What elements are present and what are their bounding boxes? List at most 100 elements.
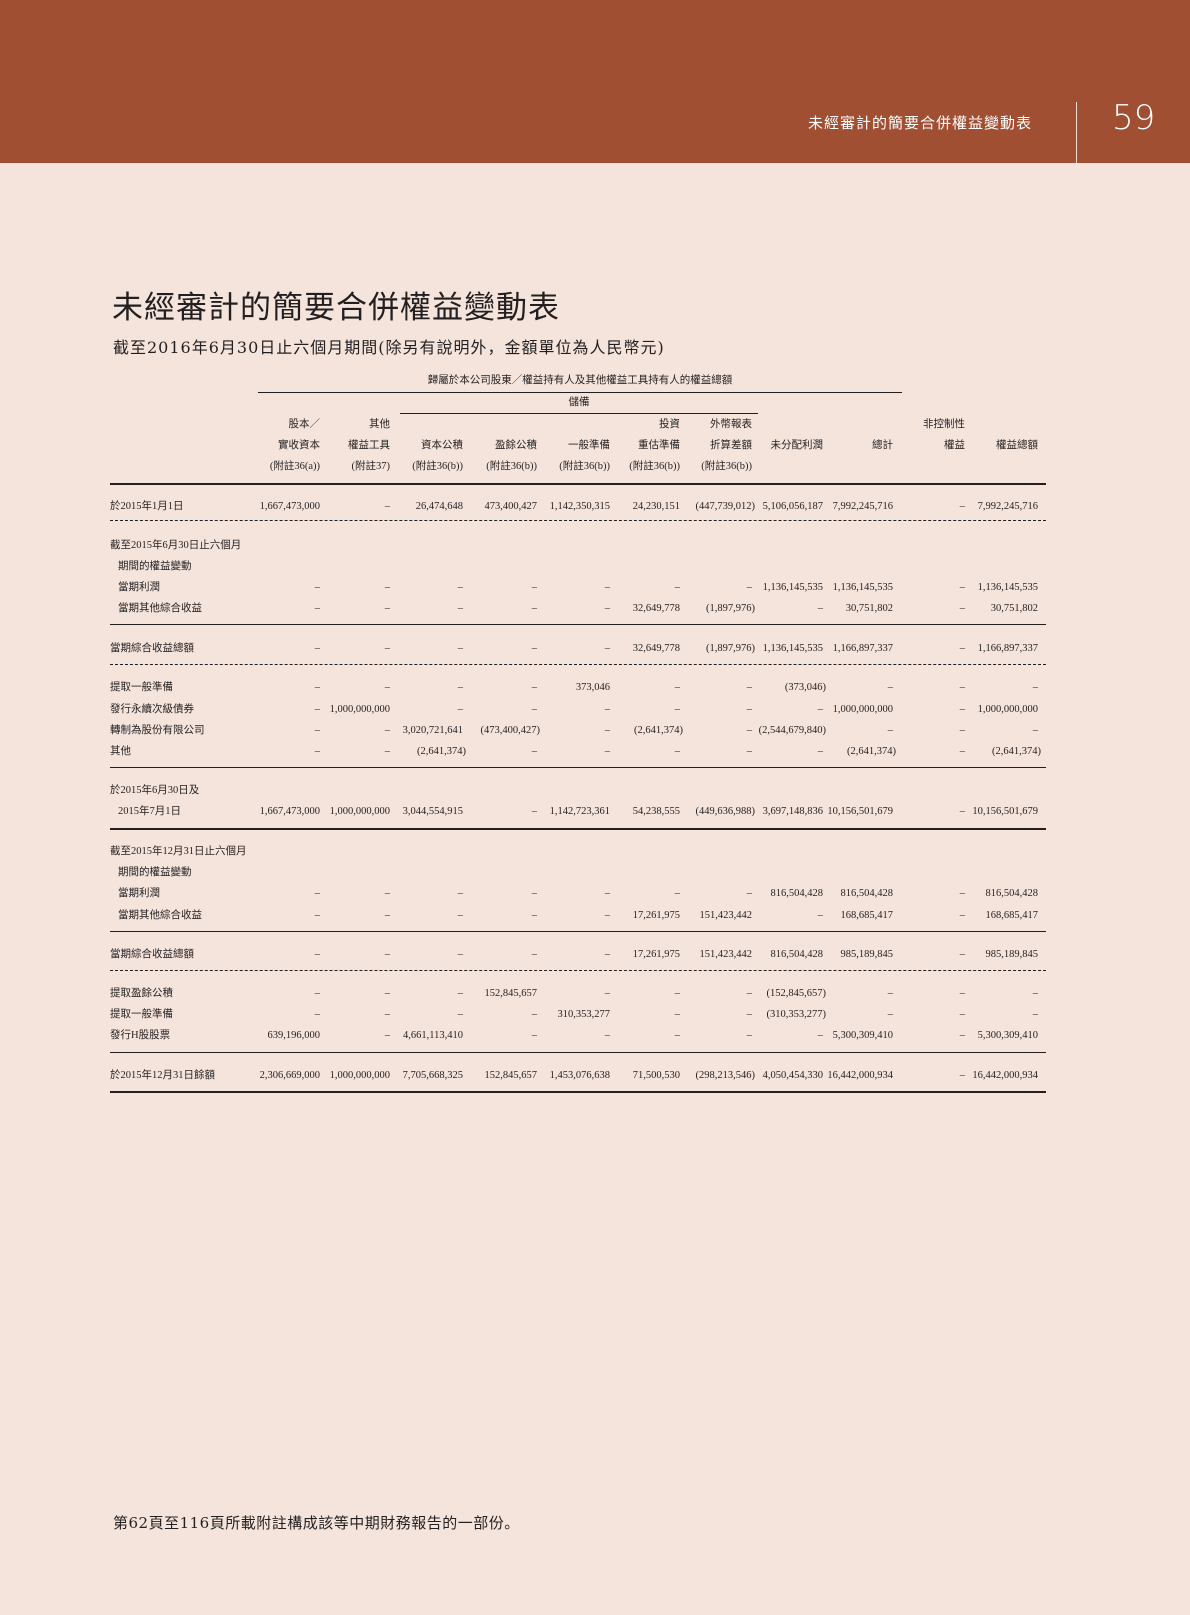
table-cell: – <box>959 1009 965 1020</box>
table-cell: – <box>674 988 680 999</box>
table-cell: – <box>314 888 320 899</box>
table-cell: (2,641,374) <box>634 725 683 736</box>
table-cell: 816,504,428 <box>840 888 894 899</box>
table-rule <box>110 483 1046 485</box>
table-cell: – <box>817 746 823 757</box>
table-rule <box>110 767 1046 768</box>
table-cell: – <box>674 582 680 593</box>
table-cell: – <box>457 949 463 960</box>
table-cell: – <box>604 949 610 960</box>
reserves-header-rule <box>400 413 758 414</box>
table-cell: – <box>457 704 463 715</box>
table-cell: – <box>457 988 463 999</box>
table-cell: – <box>531 1030 537 1041</box>
table-rule <box>110 624 1046 625</box>
table-cell: 152,845,657 <box>484 1070 538 1081</box>
table-cell: 1,000,000,000 <box>329 1070 390 1081</box>
column-header: (附註36(b)) <box>629 461 680 472</box>
table-cell: – <box>674 1009 680 1020</box>
row-label: 於2015年1月1日 <box>110 501 184 512</box>
header-band: 未經審計的簡要合併權益變動表 59 <box>0 0 1190 163</box>
table-cell: 17,261,975 <box>632 949 680 960</box>
table-cell: – <box>959 582 965 593</box>
table-cell: 1,166,897,337 <box>977 643 1038 654</box>
table-cell: – <box>959 704 965 715</box>
table-cell: 16,442,000,934 <box>827 1070 893 1081</box>
table-cell: 151,423,442 <box>699 949 753 960</box>
table-cell: – <box>959 1070 965 1081</box>
row-label: 提取盈餘公積 <box>110 988 173 999</box>
table-cell: – <box>384 501 390 512</box>
page-subtitle: 截至2016年6月30日止六個月期間(除另有說明外，金額單位為人民幣元) <box>113 338 665 357</box>
table-cell: – <box>314 988 320 999</box>
table-cell: – <box>457 682 463 693</box>
table-cell: (1,897,976) <box>706 603 755 614</box>
table-cell: – <box>959 603 965 614</box>
column-header: 未分配利潤 <box>770 440 824 451</box>
page-title: 未經審計的簡要合併權益變動表 <box>112 290 560 326</box>
table-cell: – <box>1032 725 1038 736</box>
table-cell: 16,442,000,934 <box>972 1070 1038 1081</box>
table-cell: – <box>746 1030 752 1041</box>
row-label: 當期利潤 <box>118 888 160 899</box>
footer-note: 第62頁至116頁所載附註構成該等中期財務報告的一部份。 <box>113 1514 520 1532</box>
row-label: 截至2015年12月31日止六個月 <box>110 846 247 857</box>
table-cell: (152,845,657) <box>766 988 827 999</box>
table-cell: – <box>384 1030 390 1041</box>
table-cell: – <box>384 725 390 736</box>
table-cell: 1,136,145,535 <box>762 643 823 654</box>
table-cell: 10,156,501,679 <box>972 806 1038 817</box>
table-rule <box>110 1091 1046 1093</box>
row-label: 當期其他綜合收益 <box>118 910 202 921</box>
table-cell: – <box>384 603 390 614</box>
table-cell: – <box>746 988 752 999</box>
table-cell: (1,897,976) <box>706 643 755 654</box>
table-cell: – <box>817 910 823 921</box>
table-cell: 1,453,076,638 <box>549 1070 610 1081</box>
row-label: 2015年7月1日 <box>118 806 181 817</box>
table-cell: – <box>1032 1009 1038 1020</box>
column-header: (附註36(b)) <box>412 461 463 472</box>
table-cell: – <box>314 582 320 593</box>
table-cell: – <box>746 704 752 715</box>
table-rule <box>110 1052 1046 1053</box>
group-header: 歸屬於本公司股東／權益持有人及其他權益工具持有人的權益總額 <box>427 375 733 386</box>
table-cell: – <box>384 582 390 593</box>
table-cell: (298,213,546) <box>695 1070 756 1081</box>
table-cell: 473,400,427 <box>484 501 538 512</box>
row-label: 當期綜合收益總額 <box>110 949 194 960</box>
row-label: 提取一般準備 <box>110 682 173 693</box>
table-cell: – <box>959 910 965 921</box>
table-cell: – <box>887 988 893 999</box>
table-cell: (310,353,277) <box>766 1009 827 1020</box>
table-rule <box>110 520 1046 521</box>
table-cell: – <box>457 1009 463 1020</box>
column-header: (附註37) <box>351 461 391 472</box>
header-divider <box>1076 102 1077 163</box>
table-cell: – <box>959 746 965 757</box>
table-cell: (473,400,427) <box>480 725 541 736</box>
table-cell: 816,504,428 <box>770 949 824 960</box>
column-header: (附註36(b)) <box>486 461 537 472</box>
table-cell: – <box>384 746 390 757</box>
table-cell: – <box>746 725 752 736</box>
table-cell: – <box>314 746 320 757</box>
table-cell: – <box>604 910 610 921</box>
table-cell: 24,230,151 <box>632 501 680 512</box>
table-cell: – <box>531 949 537 960</box>
table-cell: – <box>531 704 537 715</box>
table-cell: 4,661,113,410 <box>403 1030 463 1041</box>
table-cell: – <box>314 949 320 960</box>
table-cell: – <box>384 949 390 960</box>
table-cell: – <box>314 682 320 693</box>
table-cell: (2,641,374) <box>847 746 896 757</box>
table-cell: 1,000,000,000 <box>977 704 1038 715</box>
table-cell: – <box>959 643 965 654</box>
table-cell: – <box>746 582 752 593</box>
table-cell: – <box>457 582 463 593</box>
table-cell: 3,044,554,915 <box>402 806 463 817</box>
table-cell: – <box>314 704 320 715</box>
row-label: 截至2015年6月30日止六個月 <box>110 540 242 551</box>
column-header: (附註36(b)) <box>701 461 752 472</box>
table-cell: 54,238,555 <box>632 806 680 817</box>
